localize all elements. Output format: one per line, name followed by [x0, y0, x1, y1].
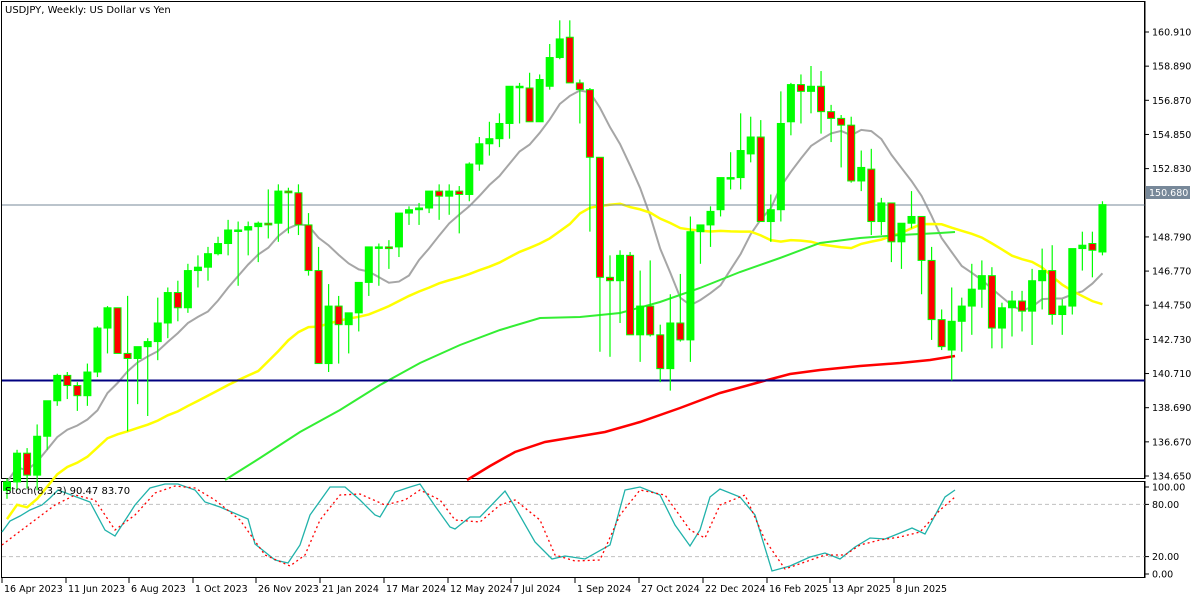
time-tick-label: 16 Feb 2025 — [769, 584, 828, 595]
time-tick-label: 11 Jun 2023 — [68, 584, 125, 595]
price-tick-label: 152.830 — [1152, 164, 1191, 175]
time-tick-label: 6 Aug 2023 — [131, 584, 186, 595]
price-tick-label: 156.870 — [1152, 96, 1191, 107]
time-tick-label: 7 Jul 2024 — [513, 584, 561, 595]
price-tick-label: 154.850 — [1152, 130, 1191, 141]
price-tick-label: 140.710 — [1152, 369, 1191, 380]
price-axis: 160.910 158.890 156.870 154.850 152.830 148.7… — [1144, 1, 1191, 483]
svg-text:150.680: 150.680 — [1149, 188, 1188, 199]
time-tick-label: 1 Oct 2023 — [195, 584, 248, 595]
stoch-panel[interactable] — [1, 481, 1145, 578]
price-tick-label: 136.670 — [1152, 437, 1191, 448]
time-tick-label: 1 Sep 2024 — [577, 584, 631, 595]
time-tick-label: 13 Apr 2025 — [832, 584, 891, 595]
time-tick-label: 26 Nov 2023 — [258, 584, 319, 595]
chart-title: USDJPY, Weekly: US Dollar vs Yen — [5, 5, 171, 16]
stoch-level-lines — [2, 503, 1145, 558]
price-tick-label: 138.690 — [1152, 403, 1191, 414]
stoch-tick-label: 100.00 — [1152, 483, 1185, 494]
time-tick-label: 22 Dec 2024 — [705, 584, 766, 595]
time-tick-label: 27 Oct 2024 — [641, 584, 700, 595]
stochastic-lines — [1, 483, 956, 572]
price-tick-label: 158.890 — [1152, 62, 1191, 73]
candlestick-series — [3, 20, 1107, 499]
time-tick-label: 8 Jun 2025 — [896, 584, 947, 595]
current-price-tag: 150.680 — [1146, 186, 1190, 199]
time-tick-label: 17 Mar 2024 — [386, 584, 446, 595]
stoch-tick-label: 80.00 — [1152, 500, 1179, 511]
price-tick-label: 160.910 — [1152, 28, 1191, 39]
moving-average-lines — [5, 89, 1104, 520]
price-tick-label: 142.730 — [1152, 335, 1191, 346]
price-tick-label: 146.770 — [1152, 267, 1191, 278]
time-tick-label: 16 Apr 2023 — [4, 584, 63, 595]
stoch-axis: 100.00 80.00 20.00 0.00 — [1144, 481, 1185, 581]
stoch-tick-label: 20.00 — [1152, 552, 1179, 563]
time-axis: 16 Apr 2023 11 Jun 2023 6 Aug 2023 1 Oct 20… — [1, 578, 947, 595]
price-tick-label: 134.650 — [1152, 472, 1191, 483]
time-tick-label: 12 May 2024 — [450, 584, 512, 595]
stoch-tick-label: 0.00 — [1152, 570, 1173, 581]
price-tick-label: 148.790 — [1152, 232, 1191, 243]
stoch-label: Stoch(8,3,3) 90.47 83.70 — [5, 486, 130, 497]
price-tick-label: 144.750 — [1152, 301, 1191, 312]
time-tick-label: 21 Jan 2024 — [322, 584, 379, 595]
